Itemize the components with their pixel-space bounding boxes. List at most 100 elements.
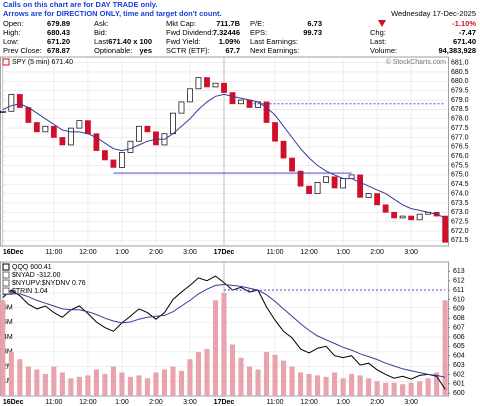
legend-swatch — [2, 271, 10, 279]
volume-bar — [400, 384, 406, 396]
y-tick-label: 2M — [3, 363, 13, 370]
candle — [8, 94, 15, 112]
volume-bar — [263, 351, 270, 396]
candle — [204, 77, 210, 88]
candle — [323, 176, 329, 183]
volume-bar — [170, 366, 176, 396]
candle — [229, 92, 236, 105]
y2-tick-label: 606 — [453, 334, 465, 341]
volume-bar — [178, 370, 185, 396]
volume-bar — [366, 378, 372, 396]
y2-tick-label: 612 — [453, 278, 465, 285]
y-tick-label: 678.0 — [451, 116, 469, 123]
candle — [297, 170, 304, 187]
volume-bar — [280, 360, 287, 396]
volume-bar — [306, 373, 312, 396]
volume-bar — [119, 372, 125, 396]
series-line — [2, 275, 446, 390]
stat-value: -7.47 — [459, 28, 476, 37]
volume-bar — [221, 292, 227, 396]
quote-label: SCTR (ETF): — [166, 46, 210, 55]
quote-label: Low: — [3, 37, 19, 46]
volume-bar — [340, 378, 346, 396]
x-tick-label: 12:00 — [300, 399, 318, 406]
quote-value: 6.73 — [307, 19, 322, 28]
banner-line: Arrows are for DIRECTION ONLY, time and … — [3, 9, 222, 18]
candle — [408, 215, 415, 221]
volume-bar — [85, 375, 91, 396]
volume-bar — [102, 373, 108, 396]
candle — [50, 125, 57, 138]
volume-bar — [349, 373, 355, 396]
y2-tick-label: 602 — [453, 371, 465, 378]
volume-bar — [374, 381, 380, 396]
candle — [25, 107, 32, 123]
candle — [399, 215, 406, 219]
candle — [221, 82, 227, 93]
y2-tick-label: 610 — [453, 296, 465, 303]
candle — [170, 112, 176, 135]
y-tick-label: 679.0 — [451, 97, 469, 104]
series-line — [2, 283, 446, 378]
x-tick-label: 3:00 — [183, 249, 197, 256]
x-tick-label: 11:00 — [45, 249, 62, 256]
y-tick-label: 676.5 — [451, 144, 469, 151]
y2-tick-label: 608 — [453, 315, 465, 322]
stat-value: 671.40 — [453, 37, 476, 46]
x-tick-label: 11:00 — [267, 249, 284, 256]
quote-value: 671.20 — [47, 37, 70, 46]
x-tick-label: 2:00 — [370, 249, 384, 256]
volume-bar — [298, 372, 304, 396]
volume-bar — [323, 376, 329, 396]
x-tick-label: 2:00 — [149, 249, 163, 256]
candle — [280, 140, 287, 159]
quote-label: EPS: — [250, 28, 267, 37]
candle — [144, 125, 151, 133]
quote-label: Last Earnings: — [250, 37, 298, 46]
candle — [263, 101, 270, 123]
volume-bar — [153, 372, 159, 396]
x-tick-label: 1:00 — [336, 249, 350, 256]
legend-label: QQQ 600.41 — [12, 264, 52, 271]
legend-swatch — [2, 58, 10, 66]
y-tick-label: 677.5 — [451, 125, 469, 132]
stat-label: Volume: — [370, 46, 397, 55]
volume-bar — [332, 372, 338, 396]
volume-bar — [195, 351, 202, 396]
x-tick-label: 17Dec — [214, 249, 235, 256]
candle — [374, 193, 381, 206]
quote-label: Prev Close: — [3, 46, 42, 55]
candle — [153, 131, 159, 146]
y-tick-label: 1M — [3, 378, 13, 385]
change-pct: -1.10% — [452, 19, 476, 28]
volume-bar — [212, 300, 219, 396]
series-line — [2, 93, 446, 219]
y2-tick-label: 604 — [453, 353, 465, 360]
legend-swatch — [2, 279, 10, 287]
candle — [102, 150, 108, 161]
x-tick-label: 12:00 — [79, 249, 97, 256]
copyright: © StockCharts.com — [386, 58, 447, 66]
candle — [289, 157, 295, 172]
x-tick-label: 12:00 — [79, 399, 97, 406]
volume-bar — [442, 300, 448, 396]
quote-label: Optionable: — [94, 46, 132, 55]
volume-bar — [68, 378, 74, 396]
quote-value: 680.43 — [47, 28, 70, 37]
y-tick-label: 679.5 — [451, 88, 469, 95]
volume-bar — [383, 382, 389, 396]
quote-value: 7.32446 — [213, 28, 240, 37]
quote-label: Next Earnings: — [250, 46, 299, 55]
quote-label: Mkt Cap: — [166, 19, 196, 28]
volume-bar — [229, 344, 236, 396]
volume-bar — [8, 351, 14, 396]
volume-bar — [289, 366, 295, 396]
legend-label: $NYAD -312.00 — [12, 272, 61, 279]
volume-bar — [255, 369, 261, 396]
candle — [382, 204, 389, 213]
y2-tick-label: 611 — [453, 287, 464, 294]
candle — [136, 125, 142, 142]
volume-bar — [93, 369, 99, 396]
candle — [76, 120, 83, 129]
volume-bar — [42, 373, 48, 396]
